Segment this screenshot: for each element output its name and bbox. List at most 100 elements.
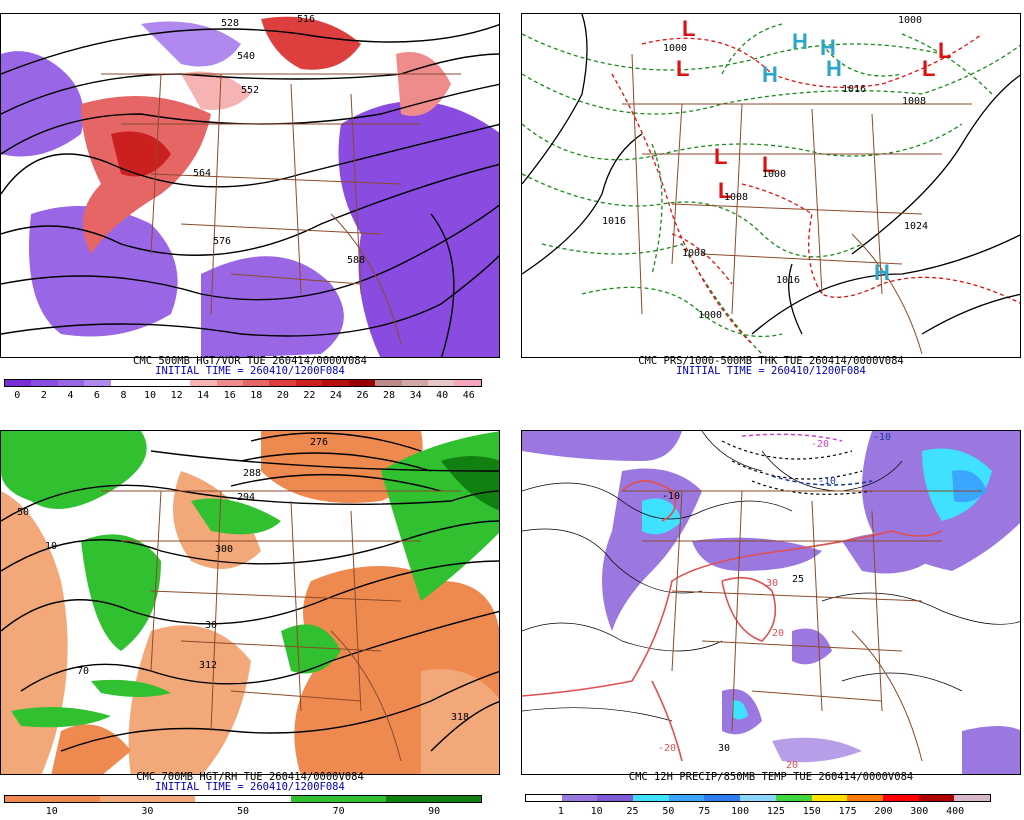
colorbar-swatch (526, 795, 562, 801)
map-graphic (522, 431, 1020, 774)
colorbar-tick: 300 (910, 806, 929, 817)
colorbar-tick: 2 (40, 390, 47, 401)
colorbar-tick: 24 (329, 390, 342, 401)
colorbar-swatch (100, 796, 196, 802)
colorbar-tick: 26 (356, 390, 369, 401)
colorbar-tick: 28 (383, 390, 396, 401)
colorbar-tick: 90 (428, 806, 441, 817)
map-700mb-rh: 276 288 294 300 312 318 50 10 30 70 (0, 430, 500, 775)
contour-label: 528 (221, 18, 240, 29)
colorbar-swatch (668, 795, 705, 801)
colorbar-swatch (163, 380, 191, 386)
high-marker: H (874, 260, 890, 285)
colorbar-tick: 34 (409, 390, 422, 401)
colorbar-tick: 100 (731, 806, 750, 817)
colorbar-swatch (195, 796, 291, 802)
isobar-label: 1008 (902, 96, 927, 107)
colorbar-swatch (190, 380, 217, 386)
isotherm-label: -10 (818, 476, 837, 487)
map-pressure-thickness: L L L L L L L H H H H H 1000 1000 1016 1… (521, 13, 1021, 358)
colorbar-swatch (954, 795, 990, 801)
initial-time: INITIAL TIME = 260410/1200F084 (155, 365, 345, 377)
rh-label: 50 (17, 507, 30, 518)
colorbar-tick: 150 (802, 806, 821, 817)
colorbar-tick: 16 (223, 390, 236, 401)
chart-title: CMC PRS/1000-500MB THK TUE 260414/0000V0… (638, 355, 904, 367)
colorbar-swatch (385, 796, 482, 802)
isobar-label: 1016 (602, 216, 627, 227)
low-marker: L (762, 152, 775, 177)
colorbar-ticks: 10 30 50 70 90 (4, 806, 482, 817)
colorbar-swatch (454, 380, 481, 386)
colorbar-swatch (882, 795, 919, 801)
colorbar-swatch (633, 795, 669, 801)
colorbar-tick: 25 (626, 806, 639, 817)
colorbar-tick: 8 (120, 390, 127, 401)
colorbar-swatch (348, 380, 376, 386)
colorbar-tick: 200 (874, 806, 893, 817)
low-marker: L (938, 38, 951, 63)
colorbar-swatch (5, 796, 101, 802)
colorbar-tick: 75 (698, 806, 711, 817)
isobar-label: 1016 (842, 84, 867, 95)
colorbar-tick: 46 (462, 390, 475, 401)
colorbar-tick: 0 (14, 390, 21, 401)
colorbar-tick: 4 (67, 390, 74, 401)
colorbar-swatch (704, 795, 741, 801)
colorbar-swatch (216, 380, 243, 386)
colorbar-swatch (137, 380, 164, 386)
contour-label: 516 (297, 14, 316, 25)
colorbar-tick: 10 (590, 806, 603, 817)
colorbar-tick: 10 (144, 390, 157, 401)
colorbar-tick: 12 (170, 390, 183, 401)
map-graphic (1, 16, 499, 357)
isotherm-label: 30 (718, 743, 731, 754)
isobar-label: 1000 (898, 15, 923, 26)
low-marker: L (718, 178, 731, 203)
contour-label: 540 (237, 51, 256, 62)
isotherm-label: -10 (662, 491, 681, 502)
colorbar-swatch (401, 380, 428, 386)
colorbar-swatch (290, 796, 386, 802)
colorbar-tick: 50 (662, 806, 675, 817)
isobar-label: 1008 (724, 192, 749, 203)
rh-label: 70 (77, 666, 90, 677)
isobar-label: 1000 (663, 43, 688, 54)
isotherm-label: -20 (658, 743, 677, 754)
initial-time: INITIAL TIME = 260410/1200F084 (676, 365, 866, 377)
colorbar-swatch (775, 795, 812, 801)
isotherm-label: -20 (811, 439, 830, 450)
colorbar-swatch (847, 795, 883, 801)
colorbar-swatch (597, 795, 634, 801)
chart-title: CMC 500MB HGT/VOR TUE 260414/0000V084 (133, 355, 367, 367)
low-marker: L (682, 16, 695, 41)
colorbar-tick: 1 (557, 806, 564, 817)
map-500mb-vorticity: 516 528 540 552 564 576 588 (0, 13, 500, 358)
map-graphic (1, 431, 499, 774)
colorbar-swatch (740, 795, 776, 801)
colorbar-tick: 175 (838, 806, 857, 817)
colorbar-tick: 50 (236, 806, 250, 817)
low-marker: L (714, 144, 727, 169)
colorbar-tick: 10 (45, 806, 58, 817)
colorbar-tick: 6 (93, 390, 100, 401)
colorbar (4, 379, 482, 387)
colorbar-tick: 400 (946, 806, 965, 817)
colorbar-tick: 125 (766, 806, 785, 817)
low-marker: L (676, 56, 689, 81)
colorbar-tick: 22 (303, 390, 316, 401)
contour-label: 576 (213, 236, 232, 247)
isobar-label: 1016 (776, 275, 801, 286)
isotherm-label: -10 (873, 432, 892, 443)
colorbar-tick: 20 (276, 390, 289, 401)
map-graphic: L L L L L L L H H H H H (522, 14, 1020, 355)
colorbar (525, 794, 991, 802)
panel-500mb-vorticity: 516 528 540 552 564 576 588 CMC 500MB HG… (0, 13, 500, 403)
colorbar-swatch (375, 380, 402, 386)
contour-label: 312 (199, 660, 218, 671)
isotherm-label: 20 (786, 760, 799, 771)
colorbar-swatch (918, 795, 955, 801)
colorbar-swatch (561, 795, 598, 801)
colorbar-swatch (110, 380, 138, 386)
rh-label: 30 (205, 620, 218, 631)
